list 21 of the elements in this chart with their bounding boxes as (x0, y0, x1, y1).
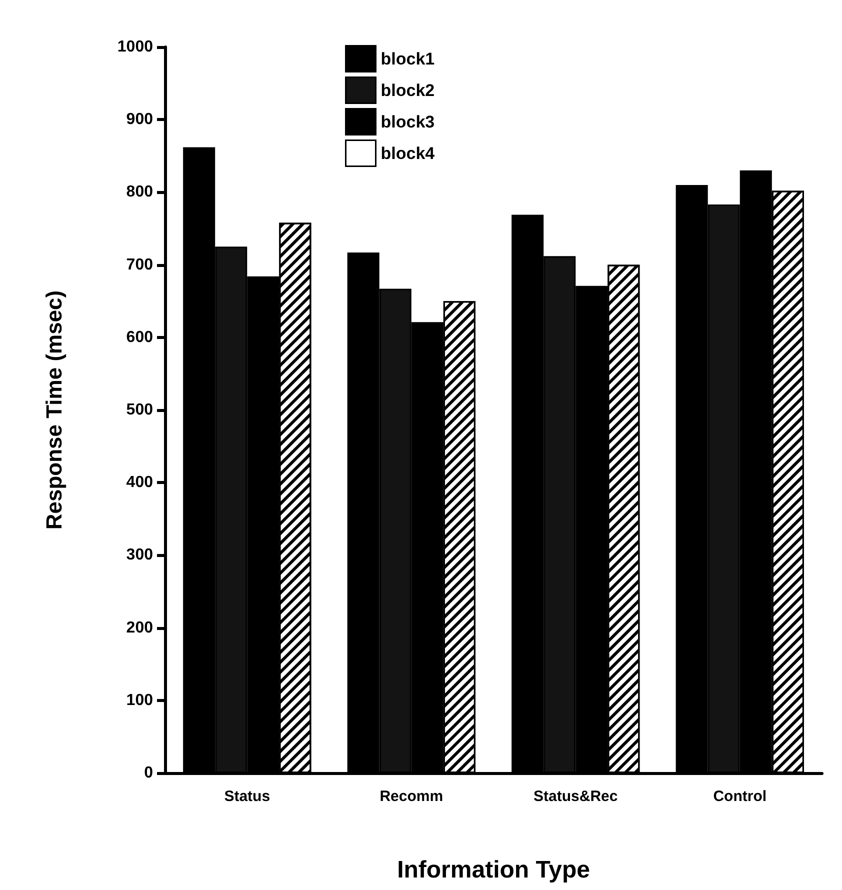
x-tick-label: Status&Rec (534, 788, 618, 805)
y-tick-label: 100 (126, 692, 154, 709)
x-axis-title: Information Type (397, 856, 590, 884)
y-tick-label: 0 (144, 764, 154, 782)
y-axis-title: Response Time (msec) (42, 290, 66, 530)
y-tick-label: 600 (126, 328, 154, 346)
x-tick-label: Status (224, 788, 270, 805)
y-tick-label: 800 (126, 184, 154, 201)
y-tick-label: 300 (126, 546, 154, 564)
legend-label: block2 (380, 80, 435, 100)
x-tick-label: Control (713, 788, 767, 805)
y-tick-label: 700 (126, 256, 154, 274)
legend-label: block1 (380, 49, 435, 68)
legend-label: block4 (380, 144, 436, 163)
x-tick-label: Recomm (380, 788, 444, 805)
y-tick-label: 200 (126, 619, 154, 636)
legend-label: block3 (380, 112, 435, 132)
y-tick-label: 500 (126, 402, 154, 418)
y-tick-label: 900 (126, 111, 154, 128)
y-tick-label: 400 (126, 474, 154, 492)
y-tick-label: 1000 (117, 38, 154, 56)
